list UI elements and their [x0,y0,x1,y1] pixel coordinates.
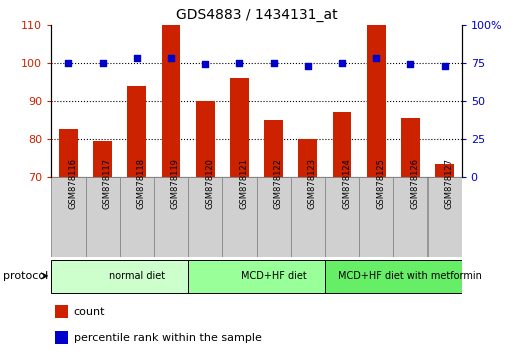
Bar [120,177,154,257]
Bar [162,25,181,177]
Bar [154,177,188,257]
Bar [299,139,317,177]
Point [167,56,175,61]
Text: count: count [74,307,105,316]
Text: GSM878117: GSM878117 [103,158,112,209]
Point [235,60,244,65]
Text: GSM878123: GSM878123 [308,158,317,209]
Text: GSM878127: GSM878127 [445,158,453,209]
Bar [93,141,112,177]
Bar [325,177,359,257]
Point [133,56,141,61]
Text: GSM878121: GSM878121 [240,158,248,209]
Bar [188,177,222,257]
Bar [188,259,325,293]
Bar [264,120,283,177]
Bar [427,177,462,257]
Text: GSM878122: GSM878122 [273,158,283,209]
Bar [332,112,351,177]
Bar [86,177,120,257]
Bar [51,259,188,293]
Point [372,56,380,61]
Point [64,60,72,65]
Bar [51,177,86,257]
Text: percentile rank within the sample: percentile rank within the sample [74,332,262,343]
Text: GSM878118: GSM878118 [137,158,146,209]
Text: GSM878124: GSM878124 [342,158,351,209]
Text: GSM878120: GSM878120 [205,158,214,209]
Bar [127,86,146,177]
Bar [59,129,78,177]
Bar [393,177,427,257]
Text: GSM878119: GSM878119 [171,158,180,209]
Bar [196,101,214,177]
Text: protocol: protocol [3,271,48,281]
Point [201,62,209,67]
Bar [230,78,249,177]
Point [338,60,346,65]
Point [269,60,278,65]
Bar [222,177,256,257]
Text: MCD+HF diet: MCD+HF diet [241,271,306,281]
Text: MCD+HF diet with metformin: MCD+HF diet with metformin [339,271,482,281]
Bar [55,331,68,344]
Bar [367,25,386,177]
Point [406,62,415,67]
Bar [291,177,325,257]
Bar [55,305,68,318]
Bar [359,177,393,257]
Bar [256,177,291,257]
Point [304,63,312,69]
Bar [325,259,462,293]
Text: GSM878116: GSM878116 [68,158,77,209]
Text: GSM878125: GSM878125 [376,158,385,209]
Text: GSM878126: GSM878126 [410,158,420,209]
Bar [401,118,420,177]
Point [98,60,107,65]
Title: GDS4883 / 1434131_at: GDS4883 / 1434131_at [175,8,338,22]
Point [441,63,449,69]
Text: normal diet: normal diet [109,271,165,281]
Bar [435,164,454,177]
